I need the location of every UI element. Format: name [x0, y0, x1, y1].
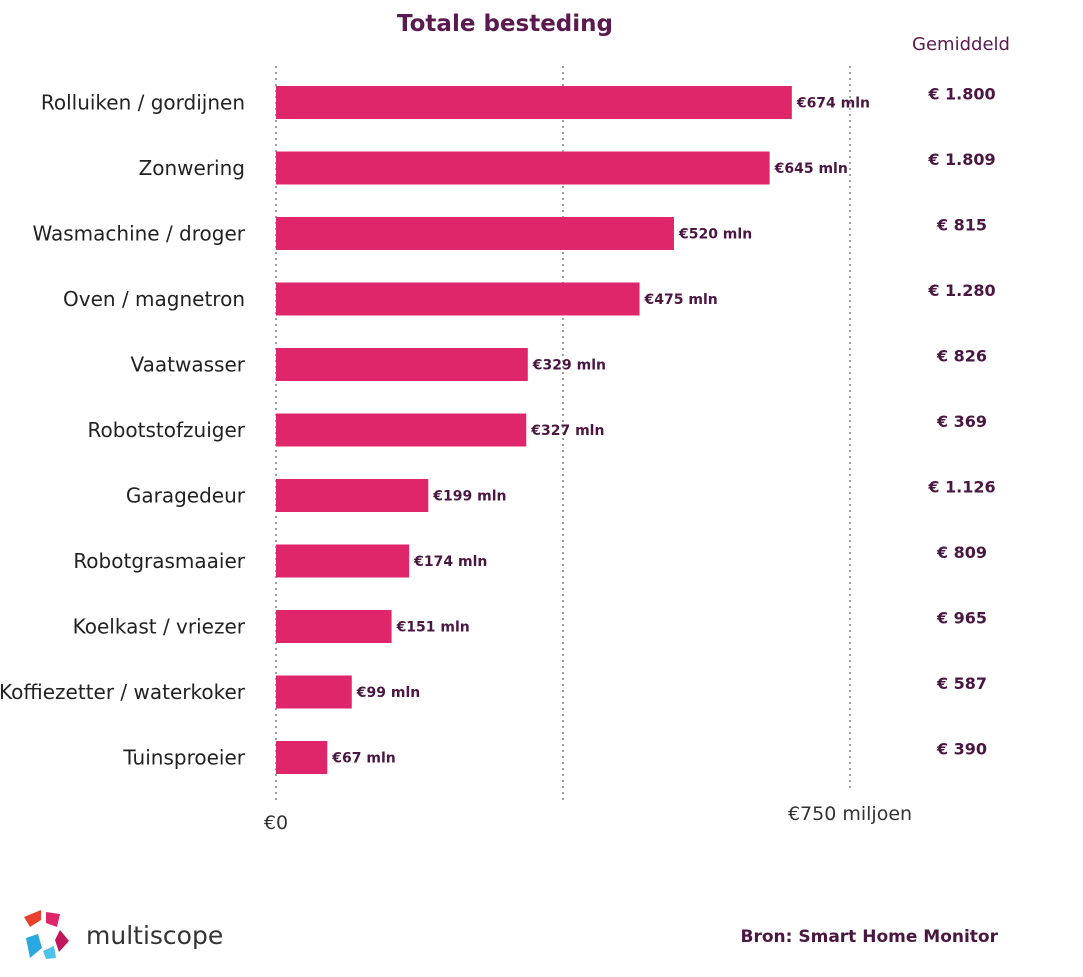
- category-label: Vaatwasser: [131, 353, 246, 377]
- category-label: Robotstofzuiger: [88, 418, 246, 442]
- average-value: € 369: [936, 412, 987, 431]
- chart-title: Totale besteding: [397, 11, 613, 37]
- average-value: € 1.280: [927, 281, 995, 300]
- value-label: €174 mln: [413, 554, 487, 570]
- value-label: €674 mln: [796, 96, 870, 112]
- bar: [276, 217, 674, 250]
- bars: [276, 86, 792, 774]
- value-label: €199 mln: [432, 489, 506, 505]
- average-value: € 809: [936, 543, 987, 562]
- bar: [276, 544, 410, 578]
- x-tick-label-min: €0: [264, 812, 288, 834]
- bar: [276, 86, 792, 119]
- average-values: € 1.800 € 1.809 € 815 € 1.280 € 826 € 369 € 1.…: [927, 85, 995, 759]
- bar: [276, 151, 770, 185]
- category-label: Garagedeur: [126, 484, 246, 508]
- category-label: Wasmachine / droger: [32, 222, 245, 246]
- category-label: Tuinsproeier: [122, 746, 245, 770]
- value-label: €151 mln: [396, 620, 470, 636]
- average-value: € 1.126: [927, 478, 995, 497]
- category-label: Koffiezetter / waterkoker: [0, 680, 246, 704]
- average-header: Gemiddeld: [912, 34, 1010, 55]
- value-label: €475 mln: [644, 292, 718, 308]
- category-label: Koelkast / vriezer: [73, 615, 246, 639]
- category-label: Rolluiken / gordijnen: [41, 91, 245, 115]
- average-value: € 1.809: [927, 150, 995, 169]
- bar: [276, 413, 527, 447]
- bar: [276, 610, 392, 643]
- category-labels: Rolluiken / gordijnen Zonwering Wasmachine…: [0, 91, 246, 770]
- average-value: € 965: [936, 609, 987, 628]
- bar: [276, 282, 640, 316]
- bar: [276, 348, 528, 381]
- category-label: Robotgrasmaaier: [73, 549, 245, 573]
- bar: [276, 479, 429, 512]
- multiscope-logo: multiscope: [24, 910, 223, 959]
- value-labels: €674 mln €645 mln €520 mln €475 mln €329 mln…: [331, 96, 870, 767]
- value-label: €520 mln: [678, 227, 752, 243]
- brand-name: multiscope: [86, 921, 223, 950]
- value-label: €67 mln: [331, 751, 395, 767]
- average-value: € 587: [936, 674, 987, 693]
- source-note: Bron: Smart Home Monitor: [741, 927, 999, 947]
- value-label: €645 mln: [774, 161, 848, 177]
- bar: [276, 675, 352, 709]
- category-label: Zonwering: [139, 156, 245, 180]
- value-label: €327 mln: [530, 423, 604, 439]
- bar: [276, 741, 328, 774]
- average-value: € 390: [936, 740, 987, 759]
- value-label: €99 mln: [356, 685, 420, 701]
- category-label: Oven / magnetron: [63, 287, 245, 311]
- average-value: € 826: [936, 347, 987, 366]
- x-tick-label-max: €750 miljoen: [788, 803, 912, 825]
- average-value: € 1.800: [927, 85, 995, 104]
- logo-mark-icon: [24, 910, 69, 959]
- value-label: €329 mln: [532, 358, 606, 374]
- average-value: € 815: [936, 216, 987, 235]
